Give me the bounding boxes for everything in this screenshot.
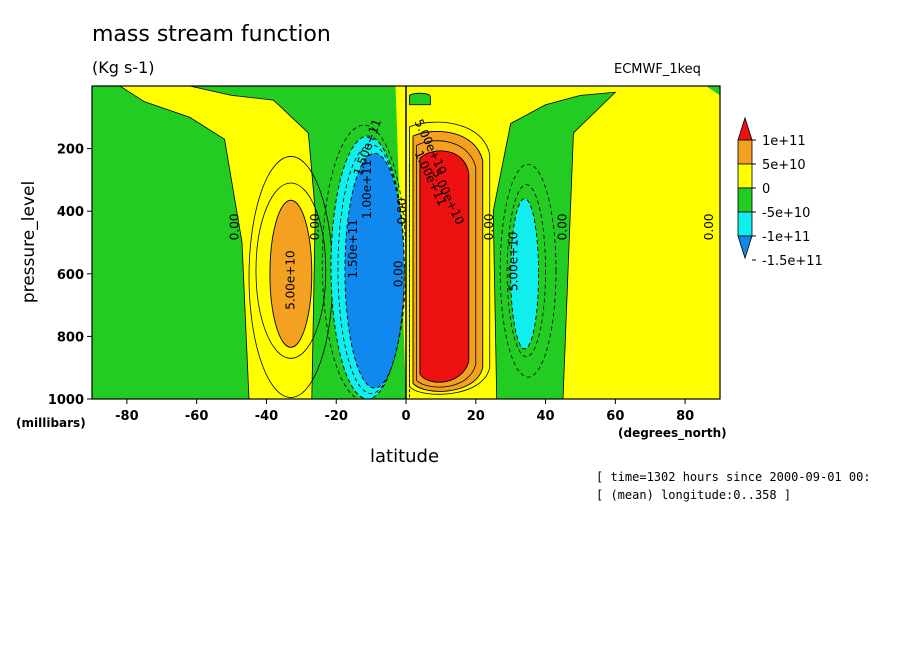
- colorbar-label: 1e+11: [762, 134, 806, 149]
- x-axis-label: latitude: [370, 446, 440, 467]
- y-tick-label: 200: [57, 143, 84, 158]
- chart-title: mass stream function: [92, 22, 331, 47]
- contour-label: 0.00: [482, 213, 496, 240]
- colorbar-arrow-top: [737, 116, 753, 141]
- contour-sh-hadley-core: [344, 152, 405, 389]
- y-tick-label: 1000: [48, 393, 84, 408]
- plot-area: [92, 86, 720, 399]
- colorbar-label: 5e+10: [762, 158, 806, 173]
- x-tick-label: -40: [255, 409, 279, 424]
- x-tick-label: 20: [467, 409, 485, 424]
- contour-nh-hadley-core: [419, 150, 470, 383]
- colorbar-label: -1.5e+11: [762, 254, 823, 269]
- colorbar-label: 0: [762, 182, 770, 197]
- x-tick-label: 80: [676, 409, 694, 424]
- colorbar-arrow-bottom: [737, 235, 753, 260]
- colorbar-swatch-cyan: [737, 211, 753, 237]
- colorbar-swatch-yellow: [737, 163, 753, 189]
- x-tick-label: -20: [324, 409, 348, 424]
- contour-label: 1.50e+11: [346, 219, 360, 278]
- contour-nh-ferrel-outer: [499, 163, 557, 378]
- colorbar-label: -1e+11: [762, 230, 810, 245]
- longitude-annotation: [ (mean) longitude:0..358 ]: [596, 488, 792, 502]
- x-tick-label: 40: [537, 409, 555, 424]
- contour-sh-ferrel-core: [269, 199, 313, 348]
- contour-label: 0.00: [308, 213, 322, 240]
- colorbar-label: -5e+10: [762, 206, 810, 221]
- contour-nh-ferrel-mid: [506, 184, 546, 358]
- x-axis-units: (degrees_north): [618, 426, 727, 440]
- contour-sh-hadley-l3: [337, 144, 405, 394]
- y-tick-label: 800: [57, 330, 84, 345]
- contour-label: 1.00e+11: [360, 160, 374, 219]
- contour-label: 5.00e+10: [283, 250, 297, 309]
- time-annotation: [ time=1302 hours since 2000-09-01 00:: [596, 470, 871, 484]
- y-tick-label: 600: [57, 268, 84, 283]
- contour-nh-ferrel-core: [510, 198, 540, 350]
- contour-sh-ferrel-mid: [255, 182, 327, 359]
- y-tick-label: 400: [57, 205, 84, 220]
- x-tick-label: -60: [185, 409, 209, 424]
- field-region-upper-blob: [409, 92, 431, 106]
- contour-label: 0.00: [395, 198, 409, 225]
- contour-label: 0.00: [228, 213, 242, 240]
- contour-label: 0.00: [392, 260, 406, 287]
- contour-nh-hadley-l3: [416, 140, 477, 388]
- field-region-nh-corner: [706, 86, 720, 96]
- contour-label: 0.00: [702, 213, 716, 240]
- x-tick-label: -80: [115, 409, 139, 424]
- chart-subtitle: (Kg s-1): [92, 58, 155, 77]
- y-axis-units: (millibars): [16, 416, 86, 430]
- colorbar-swatch-green: [737, 187, 753, 213]
- colorbar: 1e+11 5e+10 0 -5e+10 -1e+11 -1.5e+11: [737, 116, 823, 269]
- contour-nh-hadley-l1: [409, 121, 491, 395]
- contour-label: 5.00e+10: [507, 232, 521, 291]
- field-region-sh-polar: [92, 86, 250, 399]
- contour-label: 0.00: [555, 213, 569, 240]
- dataset-label: ECMWF_1keq: [614, 62, 701, 77]
- colorbar-swatch-orange: [737, 139, 753, 165]
- x-tick-label: 60: [606, 409, 624, 424]
- x-tick-label: 0: [401, 409, 410, 424]
